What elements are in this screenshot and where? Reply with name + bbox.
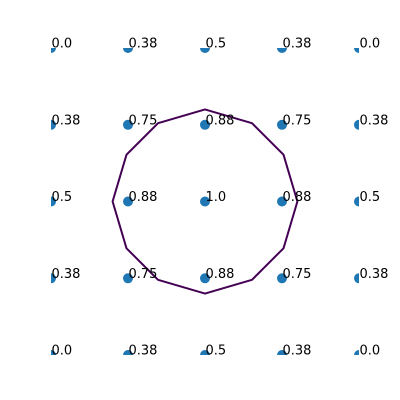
scatter-point [354, 273, 359, 284]
scatter-point [123, 273, 133, 284]
point-value-label: 0.38 [360, 267, 389, 282]
point-value-label: 0.75 [283, 267, 312, 282]
scatter-point [277, 119, 287, 130]
point-value-label: 0.38 [129, 344, 158, 359]
labels-layer: 0.0 0.38 0.5 0.38 0.0 0.38 0.75 0.88 0.75 0.38 0.5… [52, 37, 389, 359]
scatter-point [200, 48, 210, 53]
point-value-label: 0.88 [283, 190, 312, 205]
scatter-point [354, 48, 359, 53]
point-value-label: 0.5 [360, 190, 381, 205]
point-value-label: 0.88 [206, 113, 235, 128]
point-value-label: 0.75 [283, 113, 312, 128]
point-value-label: 0.38 [283, 344, 312, 359]
scatter-point [354, 350, 359, 355]
point-value-label: 0.0 [360, 344, 381, 359]
scatter-point [277, 48, 287, 53]
point-value-label: 0.88 [206, 267, 235, 282]
point-value-label: 0.38 [360, 113, 389, 128]
scatter-point [51, 273, 56, 284]
scatter-point [123, 48, 133, 53]
scatter-point [277, 273, 287, 284]
point-value-label: 0.5 [206, 37, 227, 52]
point-value-label: 0.0 [52, 344, 73, 359]
contour-layer [111, 108, 299, 295]
point-value-label: 0.38 [52, 267, 81, 282]
point-value-label: 1.0 [206, 190, 227, 205]
point-value-label: 0.38 [283, 37, 312, 52]
point-value-label: 0.75 [129, 267, 158, 282]
scatter-point [200, 350, 210, 355]
scatter-point [123, 350, 133, 355]
scatter-point [354, 119, 359, 130]
point-value-label: 0.5 [206, 344, 227, 359]
scatter-point [51, 48, 56, 53]
scatter-point [200, 196, 210, 207]
scatter-point [51, 119, 56, 130]
scatter-point [200, 119, 210, 130]
scatter-point [277, 196, 287, 207]
point-value-label: 0.75 [129, 113, 158, 128]
points-layer [51, 48, 359, 355]
scatter-point [277, 350, 287, 355]
scatter-point [123, 119, 133, 130]
scatter-point [123, 196, 133, 207]
point-value-label: 0.38 [52, 113, 81, 128]
contour-line [111, 108, 299, 295]
scatter-point [200, 273, 210, 284]
point-value-label: 0.0 [360, 37, 381, 52]
point-value-label: 0.38 [129, 37, 158, 52]
scatter-point [51, 196, 56, 207]
scatter-point [51, 350, 56, 355]
point-value-label: 0.88 [129, 190, 158, 205]
point-value-label: 0.5 [52, 190, 73, 205]
scatter-point [354, 196, 359, 207]
point-value-label: 0.0 [52, 37, 73, 52]
